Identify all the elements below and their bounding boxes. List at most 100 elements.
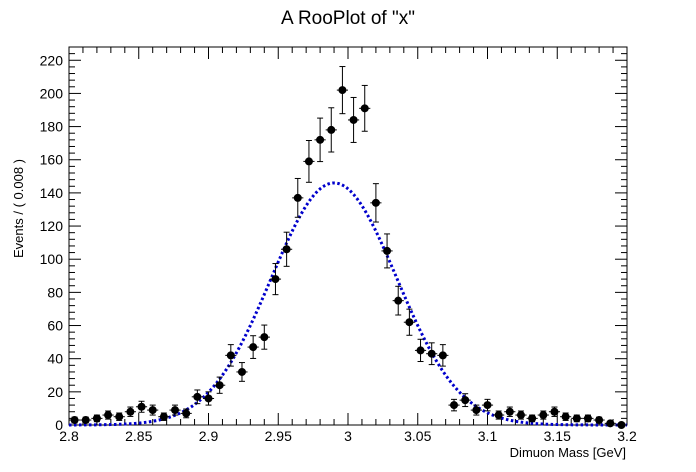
data-point [236, 362, 248, 382]
y-tick-label: 0 [55, 417, 63, 433]
point-marker [338, 86, 347, 95]
plot-frame [68, 46, 628, 426]
data-point [158, 412, 170, 421]
data-point [582, 414, 594, 423]
data-point [325, 107, 337, 153]
data-point [548, 406, 561, 417]
point-marker [516, 411, 525, 420]
data-point [604, 419, 616, 428]
data-point [537, 410, 549, 420]
y-tick-label: 220 [40, 52, 64, 68]
data-point [214, 376, 226, 394]
data-point [593, 416, 605, 425]
x-axis-title: Dimuon Mass [GeV] [510, 445, 626, 460]
data-point [571, 414, 583, 423]
data-point [303, 139, 315, 183]
point-marker [137, 402, 146, 411]
point-marker [427, 349, 436, 358]
point-marker [171, 406, 180, 415]
point-marker [126, 407, 135, 416]
data-point [147, 404, 159, 416]
point-marker [304, 157, 313, 166]
data-point [191, 389, 203, 405]
data-points [69, 66, 627, 429]
y-tick-label: 20 [47, 384, 63, 400]
point-marker [316, 135, 325, 144]
data-point [281, 231, 293, 267]
point-marker [561, 412, 570, 421]
x-tick-label: 3.2 [617, 428, 637, 444]
y-tick-label: 140 [40, 185, 64, 201]
data-point [135, 400, 148, 413]
data-point [504, 406, 516, 417]
data-point [314, 117, 326, 163]
x-axis: 2.8 2.85 2.9 2.95 3 3.05 3.1 3.15 3.2 [59, 47, 637, 444]
point-marker [550, 407, 559, 416]
point-marker [371, 198, 380, 207]
gaussian-fit-line [68, 181, 628, 427]
point-marker [572, 414, 581, 423]
y-axis: 0 20 40 60 80 100 120 140 160 180 200 220 [40, 46, 627, 433]
point-marker [595, 416, 604, 425]
point-marker [472, 406, 481, 415]
point-marker [483, 401, 492, 410]
point-marker [360, 104, 369, 113]
point-marker [115, 412, 124, 421]
point-marker [237, 367, 246, 376]
y-tick-label: 40 [47, 351, 63, 367]
data-point [493, 410, 505, 420]
point-marker [182, 409, 191, 418]
x-tick-label: 3 [344, 428, 352, 444]
data-point [202, 391, 215, 406]
data-point [113, 412, 125, 421]
data-point [615, 421, 627, 429]
data-point [169, 404, 181, 416]
point-marker [193, 392, 202, 401]
y-tick-label: 200 [40, 85, 64, 101]
data-point [269, 263, 282, 296]
data-point [292, 177, 304, 218]
data-point [381, 233, 393, 269]
point-marker [271, 275, 280, 284]
x-tick-label: 3.1 [478, 428, 498, 444]
y-tick-label: 160 [40, 152, 64, 168]
point-marker [327, 125, 336, 134]
data-point [526, 414, 538, 423]
point-marker [92, 414, 101, 423]
point-marker [461, 396, 470, 405]
data-point [426, 342, 438, 366]
point-marker [416, 346, 425, 355]
data-point [69, 416, 81, 425]
data-point [560, 412, 572, 421]
point-marker [70, 416, 79, 425]
data-point [392, 285, 404, 316]
point-marker [617, 421, 626, 429]
y-tick-label: 120 [40, 218, 64, 234]
point-marker [260, 333, 269, 342]
point-marker [226, 351, 235, 360]
plot-border [68, 46, 628, 426]
y-tick-label: 60 [47, 318, 63, 334]
data-point [336, 66, 348, 115]
data-point [180, 408, 192, 419]
data-point [414, 338, 427, 363]
y-tick-label: 180 [40, 119, 64, 135]
point-marker [583, 414, 592, 423]
x-tick-label: 2.95 [265, 428, 292, 444]
data-point [124, 406, 136, 417]
point-marker [494, 411, 503, 420]
data-point [448, 398, 460, 412]
data-point [515, 410, 527, 420]
data-point [481, 398, 494, 412]
x-tick-label: 2.8 [59, 428, 79, 444]
data-point [80, 416, 92, 425]
point-marker [528, 414, 537, 423]
x-tick-label: 2.9 [199, 428, 219, 444]
point-marker [405, 318, 414, 327]
data-point [437, 344, 449, 367]
point-marker [81, 416, 90, 425]
point-marker [539, 411, 548, 420]
point-marker [104, 411, 113, 420]
data-point [370, 183, 382, 223]
